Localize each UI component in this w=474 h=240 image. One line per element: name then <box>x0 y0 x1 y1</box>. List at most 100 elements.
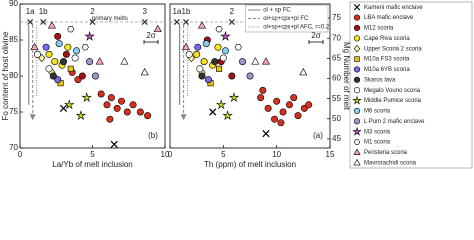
point <box>299 67 308 76</box>
point <box>305 101 313 109</box>
y2-tick-label: 75 <box>332 13 341 22</box>
point <box>110 140 118 149</box>
point <box>59 104 68 113</box>
point <box>62 50 70 58</box>
legend-marker <box>353 158 361 166</box>
point <box>200 58 208 66</box>
point <box>264 104 272 112</box>
plot-frame <box>169 3 331 149</box>
point <box>216 65 223 72</box>
point <box>279 108 287 116</box>
point <box>214 43 222 51</box>
point <box>290 94 298 102</box>
primary-melt <box>228 18 235 26</box>
x-axis-label: Th (ppm) of melt inclusion <box>204 160 296 169</box>
point <box>81 44 89 51</box>
primary-melt <box>27 18 34 26</box>
legend-marker <box>353 87 361 94</box>
point <box>54 32 62 40</box>
y-tick-label: 90 <box>9 0 18 8</box>
panel-label: (b) <box>148 131 158 140</box>
x-tick-label: 5 <box>90 150 95 159</box>
legend-marker <box>353 14 361 21</box>
model-arrow <box>180 114 187 121</box>
legend-marker <box>353 139 361 145</box>
point <box>84 30 95 41</box>
point <box>239 58 247 66</box>
legend-label: Upper Scoria 2 scoria <box>364 46 422 52</box>
x-tick-label: 0 <box>18 150 23 159</box>
model-legend-label: ol+sp+cpx+pl FC <box>263 16 309 22</box>
y-tick-label: 75 <box>9 107 18 116</box>
x-tick-label: 0 <box>168 150 173 159</box>
legend-label: Peristeria scoria <box>364 150 408 156</box>
point <box>204 76 212 84</box>
legend-label: Mavrorachidi scoria <box>364 160 417 166</box>
point <box>42 43 50 51</box>
point <box>257 94 265 102</box>
legend-marker <box>353 118 361 125</box>
point <box>228 72 236 80</box>
point <box>81 92 92 103</box>
point <box>193 50 201 58</box>
point <box>91 72 99 80</box>
point <box>246 72 254 80</box>
error-label: 2σ <box>146 31 155 40</box>
point <box>55 40 63 48</box>
point <box>185 50 193 58</box>
point <box>262 129 270 138</box>
point <box>67 65 74 72</box>
primary-melt <box>182 18 190 26</box>
point <box>198 72 206 80</box>
x-tick-label: 10 <box>161 150 170 159</box>
point <box>136 108 144 116</box>
legend-marker <box>353 35 361 42</box>
point <box>144 112 152 120</box>
point <box>107 94 115 102</box>
point <box>120 57 129 65</box>
y2-tick-label: 65 <box>332 53 341 62</box>
point <box>209 108 217 116</box>
legend-marker <box>353 148 361 155</box>
legend-marker <box>354 56 360 62</box>
point <box>123 108 131 116</box>
point <box>202 40 210 48</box>
legend-label: Middle Pumice scoria <box>364 98 422 104</box>
primary-melt-name: 1a <box>172 7 181 16</box>
point <box>97 90 105 98</box>
legend-label: Kameni mafic enclave <box>364 5 423 11</box>
x-tick-label: 15 <box>326 150 335 159</box>
primary-melt <box>89 18 96 26</box>
model-legend-label: ol + sp FC <box>263 8 291 14</box>
point <box>234 44 242 51</box>
primary-melt-name: 2 <box>90 7 95 16</box>
legend-label: Megalo Vouno scoria <box>364 88 421 94</box>
point <box>103 101 111 109</box>
legend-label: M6 scoria <box>364 109 391 115</box>
model-arrow <box>29 114 36 121</box>
point <box>59 58 67 66</box>
point <box>64 43 72 51</box>
legend-label: Cape Riva scoria <box>364 36 410 42</box>
point <box>49 72 57 80</box>
point <box>71 54 79 62</box>
point <box>222 110 233 121</box>
legend-label: LBA mafic enclave <box>364 15 414 21</box>
y2-tick-label: 60 <box>332 74 341 83</box>
figure: 0 5 10 La/Yb of melt inclusion 70 75 80 85 90 Fo … <box>1 0 473 169</box>
error-bar <box>308 40 324 44</box>
primary-melt <box>173 18 180 26</box>
y2-tick-label: 55 <box>332 94 341 103</box>
error-label: 2σ <box>311 31 320 40</box>
x-axis-label: La/Yb of melt inclusion <box>52 160 133 169</box>
point <box>140 67 149 76</box>
primary-melt-name: 2 <box>230 7 235 16</box>
point <box>294 112 302 120</box>
legend-marker <box>353 3 361 11</box>
point <box>45 65 53 73</box>
point <box>78 72 86 80</box>
point <box>196 65 204 73</box>
point <box>220 30 231 41</box>
legend-marker <box>353 76 361 83</box>
point <box>30 42 39 51</box>
